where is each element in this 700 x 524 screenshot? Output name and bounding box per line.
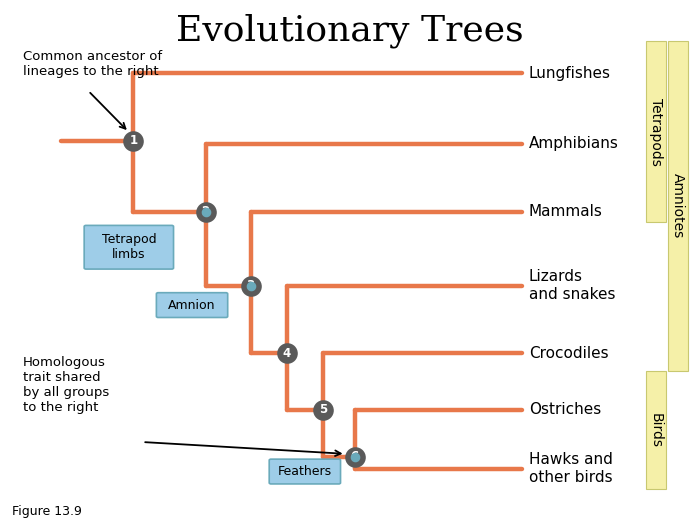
Text: Amphibians: Amphibians — [528, 136, 619, 151]
Bar — [668, 41, 687, 371]
Text: Lungfishes: Lungfishes — [528, 66, 610, 81]
Text: Homologous
trait shared
by all groups
to the right: Homologous trait shared by all groups to… — [23, 356, 109, 414]
Text: Tetrapods: Tetrapods — [649, 97, 663, 166]
Text: Figure 13.9: Figure 13.9 — [11, 505, 81, 518]
Text: Birds: Birds — [649, 413, 663, 447]
Text: Amniotes: Amniotes — [671, 173, 685, 238]
Text: Amnion: Amnion — [168, 299, 216, 312]
Text: Feathers: Feathers — [278, 465, 332, 478]
Point — [281, 350, 293, 358]
Text: Tetrapod
limbs: Tetrapod limbs — [102, 233, 156, 261]
Text: 3: 3 — [246, 279, 255, 292]
Text: 5: 5 — [318, 403, 327, 416]
Text: Mammals: Mammals — [528, 204, 603, 220]
Bar — [646, 41, 666, 223]
Text: 4: 4 — [283, 347, 291, 360]
Point — [349, 453, 360, 461]
Text: 1: 1 — [130, 135, 137, 147]
Point — [349, 453, 360, 461]
Text: Evolutionary Trees: Evolutionary Trees — [176, 14, 524, 48]
Point — [245, 281, 256, 290]
Point — [317, 406, 328, 414]
FancyBboxPatch shape — [84, 225, 174, 269]
Point — [200, 208, 211, 216]
Text: Lizards
and snakes: Lizards and snakes — [528, 269, 615, 302]
Text: 6: 6 — [351, 450, 358, 463]
FancyBboxPatch shape — [156, 293, 228, 318]
Point — [128, 137, 139, 145]
Text: Crocodiles: Crocodiles — [528, 346, 608, 361]
Text: 2: 2 — [202, 205, 209, 219]
Point — [245, 281, 256, 290]
Point — [200, 208, 211, 216]
Text: Ostriches: Ostriches — [528, 402, 601, 417]
Text: Hawks and
other birds: Hawks and other birds — [528, 452, 612, 485]
Text: Common ancestor of
lineages to the right: Common ancestor of lineages to the right — [23, 49, 162, 78]
FancyBboxPatch shape — [270, 459, 340, 484]
Bar — [646, 371, 666, 489]
